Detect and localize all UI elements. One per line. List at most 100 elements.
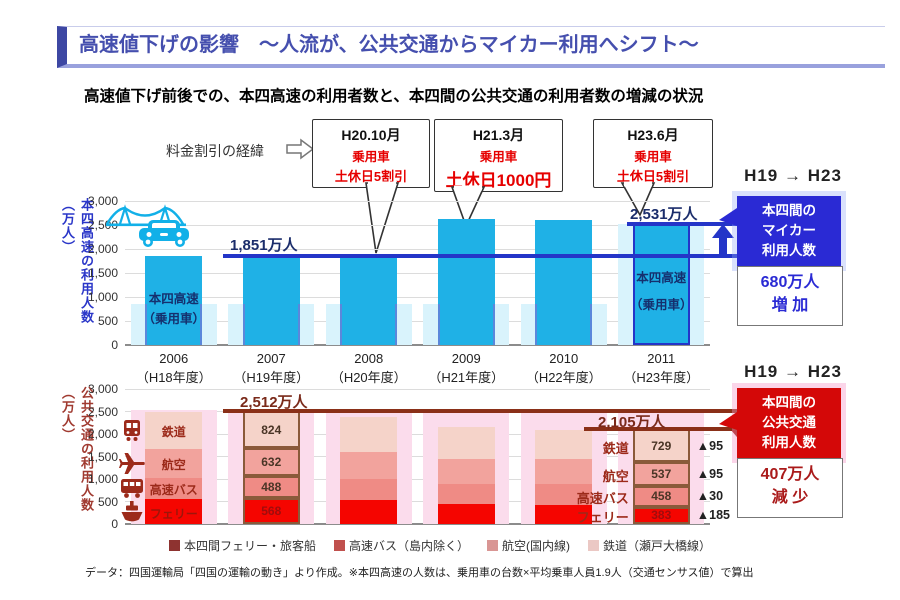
expressway-y-axis-title: 本四高速の利用人数（万人） <box>60 198 94 324</box>
segment-name: 航空 <box>161 458 186 473</box>
transport-bar-2008-鉄道 <box>340 416 398 452</box>
x-fiscal: （H19年度） <box>233 370 310 385</box>
legend-swatch <box>588 540 599 551</box>
mycar-users-box: 本四間の マイカー 利用人数 <box>737 196 841 266</box>
legend-item: 鉄道（瀬戸大橋線） <box>588 537 711 554</box>
segment-value: 458 <box>651 489 672 504</box>
ship-icon <box>121 501 143 522</box>
segment-value: 537 <box>651 467 672 482</box>
segment-value: 729 <box>651 438 672 453</box>
segment-delta: ▲185 <box>696 508 730 523</box>
bar-inner-label: （乗用車） <box>142 311 205 326</box>
transport-bar-2006-鉄道 <box>145 411 203 449</box>
transport-bar-2006-航空 <box>145 448 203 478</box>
segment-delta: ▲30 <box>696 489 724 504</box>
legend: 本四間フェリー・旅客船 高速バス（島内除く） 航空(国内線) 鉄道（瀬戸大橋線） <box>130 537 750 554</box>
gridline <box>125 501 710 502</box>
box-line: 本四間の <box>762 203 816 218</box>
panel-tail <box>719 412 737 430</box>
legend-label: 鉄道（瀬戸大橋線） <box>603 539 712 553</box>
y-tick-1000: 1,000 <box>87 472 118 486</box>
callout-date: H20.10月 <box>341 127 401 143</box>
y-tick-500: 500 <box>97 314 118 328</box>
expressway-bar-2009 <box>437 218 495 345</box>
legend-item: 本四間フェリー・旅客船 <box>168 537 316 554</box>
bus-icon <box>121 479 143 498</box>
x-year: 2006 <box>159 351 189 366</box>
segment-side-name: 航空 <box>602 469 629 485</box>
legend-label: 航空(国内線) <box>502 539 570 553</box>
segment-value: 632 <box>261 455 282 470</box>
segment-value: 488 <box>261 480 282 495</box>
x-year: 2010 <box>549 351 579 366</box>
x-fiscal: （H23年度） <box>623 370 700 385</box>
ref-line <box>223 408 752 413</box>
expressway-bar-2011 <box>632 223 690 345</box>
change-value: 407万人 <box>760 466 820 483</box>
gridline <box>125 523 710 525</box>
expressway-band-edge <box>535 304 593 345</box>
ref-label: 2,105万人 <box>598 414 666 432</box>
bridge-icon <box>106 204 186 227</box>
box-line: 利用人数 <box>762 435 816 450</box>
gridline <box>125 272 710 274</box>
segment-value: 568 <box>261 504 282 519</box>
expressway-bar-2006 <box>145 256 203 345</box>
ref-line <box>627 221 740 226</box>
ref-label: 2,531万人 <box>630 205 698 223</box>
callout-vehicle: 乗用車 <box>479 150 518 164</box>
panel-tail <box>719 208 737 226</box>
box-line: 本四間の <box>762 395 816 410</box>
transit-change-box: 407万人 減 少 <box>737 458 843 518</box>
callout-date: H23.6月 <box>627 127 679 143</box>
airplane-icon <box>119 453 145 474</box>
x-year: 2009 <box>451 351 481 366</box>
ref-line <box>584 427 748 432</box>
increase-arrow-icon <box>712 224 734 254</box>
transport-bar-2010-フェリー <box>535 505 593 524</box>
ref-label: 1,851万人 <box>230 237 298 255</box>
mycar-change-box: 680万人 増 加 <box>737 266 843 326</box>
legend-label: 本四間フェリー・旅客船 <box>183 539 316 553</box>
x-fiscal: （H20年度） <box>330 370 407 385</box>
car-icon <box>139 220 189 247</box>
transport-bar-2011-高速バス <box>632 486 690 507</box>
transport-y-axis-title: 公共交通の利用人数（万人） <box>60 386 94 512</box>
expressway-bar-2008 <box>340 254 398 345</box>
gridline <box>125 433 710 435</box>
x-year: 2011 <box>647 351 676 366</box>
expressway-bar-2010 <box>535 219 593 345</box>
transport-bar-2010-高速バス <box>535 484 593 506</box>
segment-delta: ▲95 <box>696 438 724 453</box>
page-title: 高速値下げの影響 ～人流が、公共交通からマイカー利用へシフト～ <box>57 26 885 68</box>
transport-bar-2011-フェリー <box>632 506 690 524</box>
transport-bar-2008-航空 <box>340 451 398 479</box>
callout-h20-10: H20.10月 乗用車 土休日5割引 <box>312 119 430 188</box>
discount-history-label: 料金割引の経緯 <box>166 143 264 159</box>
transport-bar-2011-航空 <box>632 461 690 487</box>
gridline <box>125 200 710 202</box>
change-direction: 減 少 <box>771 489 809 506</box>
train-icon <box>124 420 140 441</box>
period-label: H19 → H23 <box>744 362 842 381</box>
transport-bar-2009-鉄道 <box>437 427 495 459</box>
y-tick-3000: 3,000 <box>87 194 118 208</box>
callout-vehicle: 乗用車 <box>634 150 672 164</box>
page-subtitle: 高速値下げ前後での、本四高速の利用者数と、本四間の公共交通の利用者数の増減の状況 <box>84 88 704 105</box>
y-tick-1500: 1,500 <box>87 266 118 280</box>
legend-item: 航空(国内線) <box>487 537 570 554</box>
gridline <box>125 456 710 457</box>
legend-swatch <box>333 540 345 551</box>
summary-mycar-panel: H19 → H23 本四間の マイカー 利用人数 680万人 増 加 <box>719 166 849 328</box>
callout-detail: 土休日5割引 <box>616 169 690 184</box>
segment-delta: ▲95 <box>696 467 724 482</box>
expressway-band-edge <box>145 304 203 345</box>
bar-inner-label: 本四高速 <box>148 292 199 307</box>
segment-value: 383 <box>651 508 672 523</box>
y-tick-0: 0 <box>111 338 118 352</box>
transport-bar-2009-フェリー <box>437 504 495 524</box>
segment-name: フェリー <box>149 506 198 521</box>
transport-bar-2009-高速バス <box>437 484 495 505</box>
